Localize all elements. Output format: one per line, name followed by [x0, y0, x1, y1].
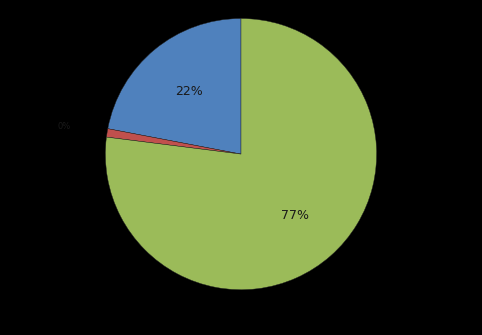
Wedge shape — [106, 18, 376, 290]
Wedge shape — [107, 129, 241, 154]
Text: 0%: 0% — [57, 122, 71, 131]
Text: 77%: 77% — [281, 209, 309, 222]
Text: 22%: 22% — [175, 85, 203, 98]
Wedge shape — [108, 18, 241, 154]
